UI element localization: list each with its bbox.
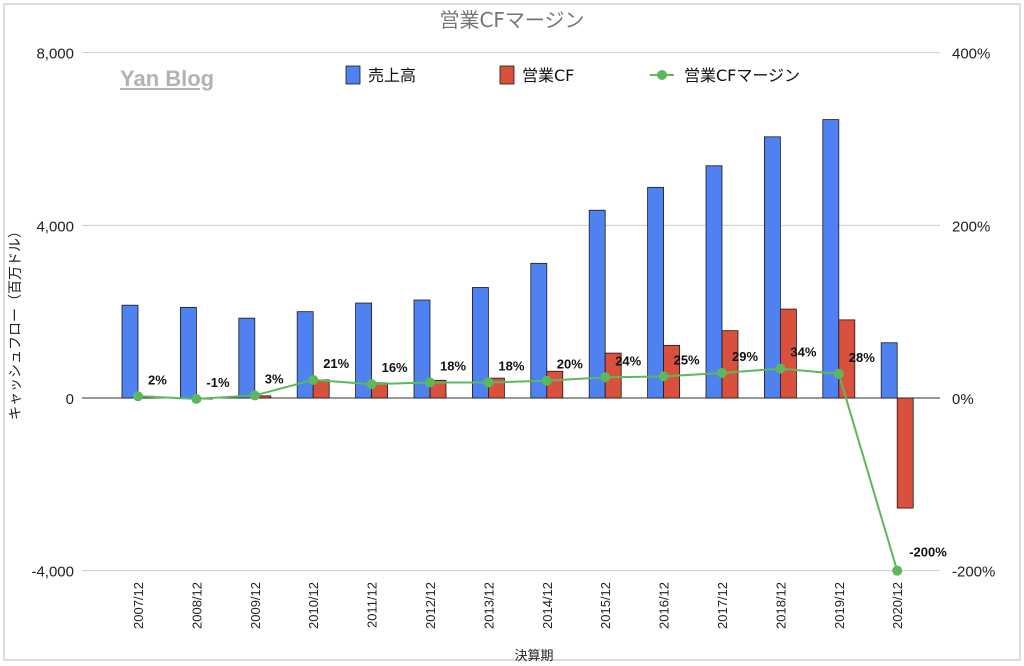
- x-tick-label: 2007/12: [131, 582, 146, 629]
- legend-label-operating-cf: 営業CF: [522, 66, 574, 85]
- margin-data-label: 3%: [265, 371, 284, 386]
- margin-data-label: 25%: [674, 352, 700, 367]
- y2-tick-label: -200%: [952, 564, 995, 581]
- margin-point: [249, 390, 260, 401]
- x-tick-label: 2009/12: [248, 582, 263, 629]
- bar-operating-cf: [896, 397, 914, 509]
- watermark: Yan Blog: [120, 66, 215, 91]
- y-tick-label: -4,000: [31, 564, 74, 581]
- margin-data-label: 20%: [557, 357, 583, 372]
- bar-sales: [413, 299, 431, 399]
- margin-data-label: -200%: [909, 545, 947, 560]
- legend-swatch-sales: [345, 65, 361, 85]
- margin-data-label: 16%: [382, 360, 408, 375]
- bar-sales: [764, 136, 781, 399]
- bar-sales: [880, 342, 898, 399]
- margin-data-label: 21%: [323, 356, 349, 371]
- legend-swatch-operating-cf: [499, 65, 515, 85]
- y2-tick-label: 0%: [952, 391, 974, 408]
- x-tick-label: 2017/12: [715, 582, 730, 629]
- x-tick-label: 2020/12: [890, 582, 905, 629]
- margin-data-label: -1%: [206, 375, 230, 390]
- bar-sales: [705, 165, 723, 399]
- margin-data-label: 24%: [615, 353, 641, 368]
- bar-sales: [355, 302, 373, 399]
- margin-point: [833, 368, 844, 379]
- margin-point: [483, 377, 494, 388]
- x-tick-label: 2014/12: [540, 582, 555, 629]
- bar-sales: [121, 304, 139, 399]
- x-tick-label: 2018/12: [773, 582, 788, 629]
- bar-sales: [471, 287, 489, 399]
- margin-data-label: 18%: [440, 358, 466, 373]
- margin-point: [541, 375, 552, 386]
- bar-operating-cf: [780, 308, 797, 399]
- chart-title: 営業CFマージン: [439, 8, 584, 32]
- bar-sales: [179, 306, 197, 399]
- bar-sales: [296, 311, 314, 399]
- margin-point: [717, 367, 727, 378]
- x-tick-label: 2019/12: [832, 582, 847, 629]
- bar-sales: [238, 317, 256, 399]
- x-axis-title: 決算期: [514, 649, 553, 664]
- bar-operating-cf: [721, 330, 739, 399]
- x-tick-label: 2008/12: [189, 582, 204, 629]
- bar-sales: [588, 209, 606, 399]
- x-tick-label: 2013/12: [481, 582, 496, 629]
- margin-point: [600, 372, 611, 383]
- margin-data-label: 34%: [790, 345, 816, 360]
- margin-data-label: 29%: [732, 349, 758, 364]
- legend-label-margin: 営業CFマージン: [684, 66, 800, 85]
- margin-point: [892, 565, 903, 576]
- y-axis-title: キャッシュフロー（百万ドル）: [8, 224, 24, 420]
- x-tick-label: 2011/12: [365, 582, 380, 628]
- x-tick-label: 2015/12: [598, 582, 613, 629]
- bar-sales: [822, 119, 840, 399]
- margin-point: [775, 363, 786, 374]
- chart-frame: [3, 3, 1021, 661]
- bar-sales: [530, 262, 548, 399]
- legend-label-sales: 売上高: [368, 66, 416, 85]
- x-tick-label: 2012/12: [423, 582, 438, 629]
- margin-line: [137, 367, 899, 571]
- bar-sales: [647, 186, 664, 399]
- margin-point: [191, 393, 202, 404]
- y-tick-label: 0: [66, 391, 74, 408]
- margin-point: [133, 391, 143, 402]
- x-tick-label: 2016/12: [657, 582, 672, 629]
- y-tick-label: 4,000: [36, 218, 74, 235]
- margin-data-label: 2%: [148, 372, 167, 387]
- margin-point: [425, 377, 435, 388]
- y-tick-label: 8,000: [36, 46, 74, 63]
- margin-point: [366, 379, 377, 390]
- margin-data-label: 18%: [498, 358, 524, 373]
- y2-tick-label: 400%: [952, 46, 990, 63]
- margin-point: [658, 371, 669, 382]
- x-tick-label: 2010/12: [306, 582, 321, 629]
- margin-data-label: 28%: [849, 350, 875, 365]
- legend-swatch-margin-dot: [657, 70, 667, 80]
- y2-tick-label: 200%: [952, 218, 990, 235]
- margin-point: [308, 374, 319, 385]
